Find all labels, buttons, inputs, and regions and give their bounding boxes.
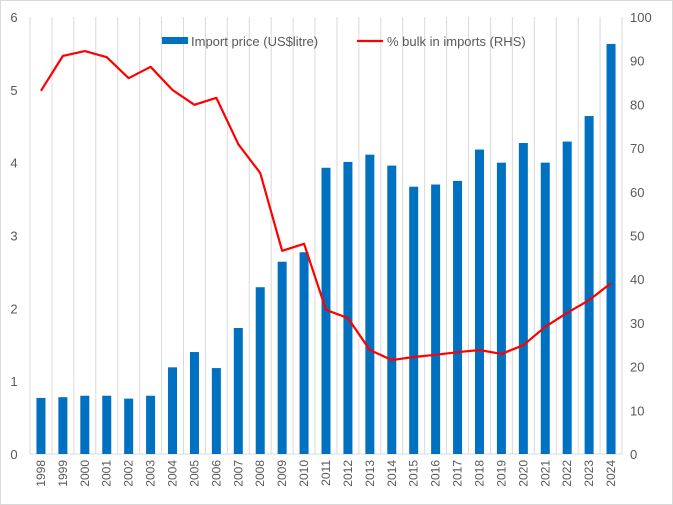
right-tick-label: 50 [630, 229, 644, 244]
right-tick-label: 20 [630, 360, 644, 375]
bar-2015 [409, 186, 419, 454]
x-tick-label: 2016 [429, 460, 443, 487]
bar-2006 [211, 368, 221, 454]
bar-2002 [124, 398, 134, 454]
bar-2010 [299, 252, 309, 454]
x-tick-label: 2004 [166, 460, 180, 487]
x-tick-label: 2010 [297, 460, 311, 487]
bar-2022 [562, 141, 572, 455]
bar-2007 [233, 327, 243, 454]
bar-2017 [453, 180, 463, 454]
bar-2016 [431, 184, 441, 454]
bar-2009 [277, 261, 287, 454]
right-tick-label: 100 [630, 10, 652, 25]
x-tick-label: 2012 [341, 460, 355, 487]
legend-bar-label: Import price (US$litre) [191, 34, 318, 49]
x-tick-label: 2017 [451, 460, 465, 487]
x-tick-label: 2008 [253, 460, 267, 487]
x-tick-label: 2020 [516, 460, 530, 487]
x-tick-label: 2005 [187, 460, 201, 487]
bar-2013 [365, 154, 375, 454]
x-tick-label: 2002 [122, 460, 136, 487]
bar-2018 [474, 149, 484, 454]
left-tick-label: 4 [10, 156, 17, 171]
bar-2005 [189, 352, 199, 454]
x-tick-label: 2013 [363, 460, 377, 487]
right-tick-label: 60 [630, 185, 644, 200]
bar-1998 [36, 397, 46, 454]
right-tick-label: 10 [630, 403, 644, 418]
bar-2001 [102, 395, 112, 454]
x-tick-label: 1998 [34, 460, 48, 487]
bar-2021 [540, 162, 550, 454]
bar-2000 [80, 395, 90, 454]
x-tick-label: 2007 [231, 460, 245, 487]
x-tick-label: 2021 [538, 460, 552, 487]
x-tick-label: 2018 [472, 460, 486, 487]
legend-bar-swatch [162, 37, 188, 44]
right-tick-label: 0 [630, 447, 637, 462]
left-tick-label: 1 [10, 374, 17, 389]
left-tick-label: 0 [10, 447, 17, 462]
x-tick-label: 2011 [319, 460, 333, 486]
bar-2019 [496, 162, 506, 454]
bar-2014 [387, 165, 397, 454]
bar-2020 [518, 143, 528, 455]
x-tick-label: 2015 [407, 460, 421, 487]
left-tick-label: 6 [10, 10, 17, 25]
bulk-share-line [40, 49, 612, 362]
right-tick-label: 70 [630, 141, 644, 156]
legend-line-label: % bulk in imports (RHS) [387, 34, 526, 49]
x-tick-label: 2023 [582, 460, 596, 487]
right-tick-label: 90 [630, 54, 644, 69]
bar-2008 [255, 287, 265, 454]
x-tick-label: 2019 [494, 460, 508, 487]
right-tick-label: 40 [630, 272, 644, 287]
left-tick-label: 5 [10, 83, 17, 98]
bar-1999 [58, 397, 68, 454]
x-tick-label: 2000 [78, 460, 92, 487]
x-tick-label: 2022 [560, 460, 574, 487]
bar-2003 [146, 395, 156, 454]
x-tick-label: 2014 [385, 460, 399, 487]
right-tick-label: 80 [630, 97, 644, 112]
x-tick-label: 1999 [56, 460, 70, 487]
bar-2023 [584, 116, 594, 454]
x-tick-label: 2003 [144, 460, 158, 487]
x-tick-label: 2001 [100, 460, 114, 487]
left-tick-label: 3 [10, 229, 17, 244]
right-tick-label: 30 [630, 316, 644, 331]
bar-2012 [343, 161, 353, 454]
left-tick-label: 2 [10, 301, 17, 316]
x-tick-label: 2009 [275, 460, 289, 487]
bar-2024 [606, 43, 616, 454]
x-tick-label: 2006 [209, 460, 223, 487]
x-tick-label: 2024 [604, 460, 618, 487]
bar-2004 [168, 367, 178, 454]
